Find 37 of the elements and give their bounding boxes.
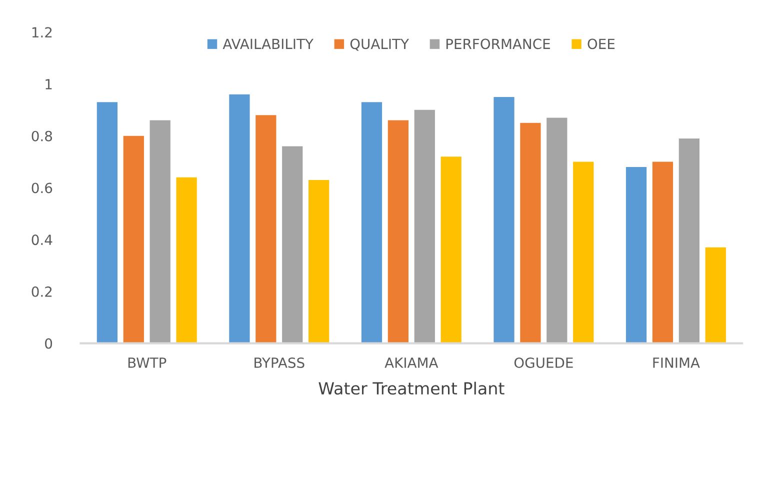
bar (494, 96, 514, 344)
legend-label: QUALITY (350, 38, 410, 51)
bar (282, 146, 303, 344)
bar (440, 156, 462, 344)
bar (705, 247, 726, 344)
bar (546, 118, 568, 344)
legend-label: PERFORMANCE (446, 38, 550, 50)
y-tick-label: 0.4 (32, 234, 52, 246)
bar (520, 122, 541, 344)
bar (308, 180, 330, 344)
y-tick-label: 0.2 (32, 286, 52, 297)
bar (388, 120, 409, 344)
y-tick-label: 1 (46, 79, 52, 90)
bar (361, 102, 382, 344)
x-axis-title: Water Treatment Plant (318, 382, 504, 395)
legend-label: AVAILABILITY (222, 38, 314, 49)
bar (229, 94, 250, 344)
bar (652, 162, 674, 344)
x-tick-label: OGUEDE (514, 357, 573, 368)
y-tick-label: 0 (45, 338, 52, 349)
bar (123, 136, 144, 344)
bar (176, 177, 197, 344)
legend-label: OEE (588, 38, 615, 50)
x-tick-label: FINIMA (653, 358, 700, 368)
bar (678, 138, 700, 344)
bar (256, 115, 276, 344)
y-tick-label: 0.6 (32, 182, 52, 194)
x-tick-label: AKIAMA (384, 358, 438, 368)
bar (626, 166, 647, 344)
y-tick-label: 0.8 (32, 130, 52, 142)
bar (573, 162, 594, 344)
x-tick-label: BYPASS (254, 357, 304, 368)
bar (96, 102, 118, 344)
bar (414, 110, 435, 344)
bar (150, 120, 170, 344)
x-tick-label: BWTP (128, 358, 166, 368)
y-tick-label: 1.2 (32, 27, 52, 38)
